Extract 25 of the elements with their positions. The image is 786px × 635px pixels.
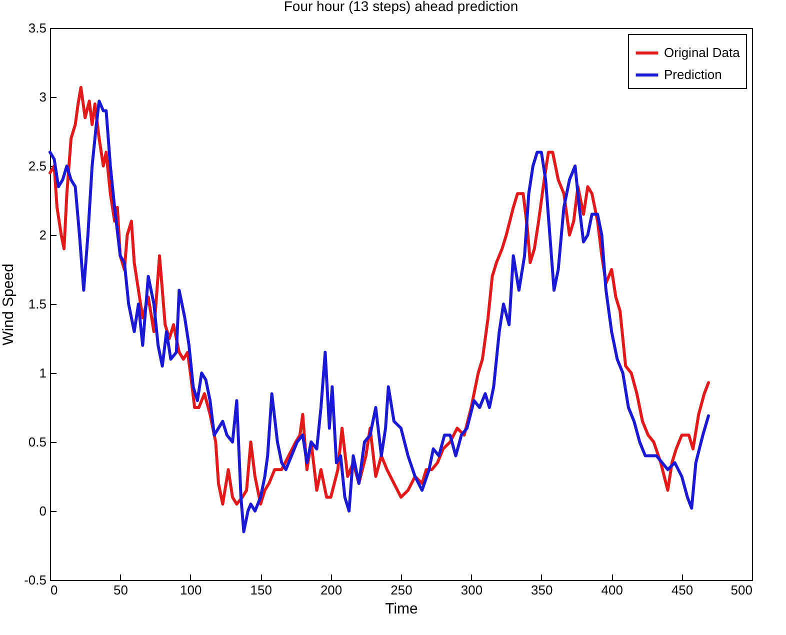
x-tick-label: 250 — [390, 582, 412, 598]
y-tick-label: 2 — [39, 228, 46, 242]
chart-title: Four hour (13 steps) ahead prediction — [284, 0, 518, 14]
x-tick-label: 100 — [180, 582, 202, 598]
x-tick-label: 450 — [671, 582, 694, 598]
x-tick-label: 500 — [730, 582, 752, 598]
y-tick-label: 0.5 — [28, 434, 46, 450]
x-axis-title: Time — [385, 600, 418, 618]
x-tick-label: 200 — [320, 582, 342, 598]
y-tick-label: 3.5 — [28, 20, 46, 36]
y-tick-label: 1 — [39, 366, 46, 380]
y-axis-title: Wind Speed — [0, 264, 18, 346]
y-tick-label: 1.5 — [28, 296, 46, 312]
x-tick-label: 150 — [250, 582, 272, 598]
y-tick-label: 2.5 — [28, 158, 46, 174]
y-tick-label: 0 — [39, 504, 46, 518]
x-tick-label: 300 — [460, 582, 483, 598]
x-tick-label: 400 — [601, 582, 623, 598]
y-tick-label: 3 — [39, 90, 46, 104]
legend-label: Prediction — [664, 67, 722, 82]
y-tick-label: -0.5 — [24, 572, 46, 588]
x-tick-label: 50 — [113, 582, 128, 598]
legend-label: Original Data — [664, 45, 741, 60]
x-tick-label: 0 — [50, 582, 58, 598]
x-tick-label: 350 — [531, 582, 553, 598]
